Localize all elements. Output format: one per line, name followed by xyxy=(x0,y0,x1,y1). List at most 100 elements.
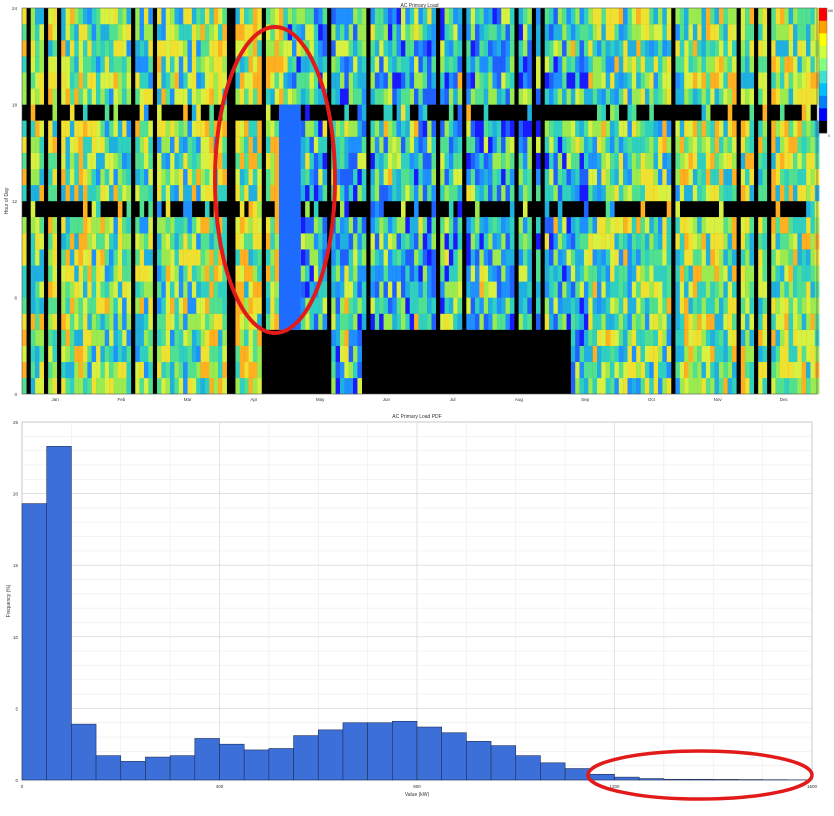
heatmap-cell xyxy=(127,40,132,56)
heatmap-cell xyxy=(549,314,554,330)
heatmap-cell xyxy=(235,153,240,169)
heatmap-cell xyxy=(641,56,646,72)
heatmap-cell xyxy=(22,40,27,56)
heatmap-cell xyxy=(610,330,615,346)
heatmap-cell xyxy=(305,24,310,40)
heatmap-cell xyxy=(527,137,532,153)
heatmap-cell xyxy=(475,217,480,233)
heatmap-cell xyxy=(157,265,162,281)
heatmap-cell xyxy=(218,56,223,72)
heatmap-cell xyxy=(453,314,458,330)
heatmap-cell xyxy=(710,249,715,265)
heatmap-cell xyxy=(614,346,619,362)
heatmap-cell xyxy=(763,24,768,40)
heatmap-cell xyxy=(593,56,598,72)
heatmap-cell xyxy=(466,121,471,137)
heatmap-cell xyxy=(83,153,88,169)
heatmap-cell xyxy=(623,298,628,314)
histogram-bar xyxy=(170,756,195,780)
heatmap-cell xyxy=(667,153,672,169)
heatmap-cell xyxy=(492,281,497,297)
heatmap-cell xyxy=(157,137,162,153)
heatmap-cell xyxy=(209,265,214,281)
heatmap-cell xyxy=(810,40,815,56)
heatmap-cell xyxy=(706,185,711,201)
heatmap-cell xyxy=(488,121,493,137)
heatmap-cell xyxy=(732,72,737,88)
heatmap-cell xyxy=(161,185,166,201)
heatmap-cell xyxy=(170,72,175,88)
heatmap-cell xyxy=(122,56,127,72)
heatmap-cell xyxy=(179,56,184,72)
heatmap-cell xyxy=(249,265,254,281)
heatmap-cell xyxy=(201,137,206,153)
heatmap-cell xyxy=(35,298,40,314)
heatmap-cell xyxy=(688,88,693,104)
heatmap-cell xyxy=(166,330,171,346)
heatmap-cell xyxy=(336,217,341,233)
heatmap-cell xyxy=(527,249,532,265)
heatmap-cell xyxy=(392,217,397,233)
heatmap-cell xyxy=(810,8,815,24)
heatmap-cell xyxy=(610,362,615,378)
heatmap-cell xyxy=(209,298,214,314)
heatmap-cell xyxy=(802,40,807,56)
heatmap-cell xyxy=(610,137,615,153)
heatmap-cell xyxy=(144,330,149,346)
heatmap-cell xyxy=(810,378,815,394)
heatmap-cell xyxy=(96,8,101,24)
heatmap-cell xyxy=(636,298,641,314)
heatmap-cell xyxy=(192,169,197,185)
heatmap-cell xyxy=(22,249,27,265)
heatmap-cell xyxy=(70,56,75,72)
heatmap-cell xyxy=(109,121,114,137)
heatmap-cell xyxy=(83,169,88,185)
heatmap-cell xyxy=(340,185,345,201)
heatmap-cell xyxy=(723,185,728,201)
heatmap-cell xyxy=(667,185,672,201)
heatmap-cell xyxy=(715,153,720,169)
heatmap-cell xyxy=(305,217,310,233)
heatmap-cell xyxy=(789,265,794,281)
heatmap-cell xyxy=(310,24,315,40)
heatmap-cell xyxy=(74,362,79,378)
heatmap-cell xyxy=(344,40,349,56)
heatmap-cell xyxy=(702,281,707,297)
heatmap-cell xyxy=(414,24,419,40)
heatmap-cell xyxy=(83,137,88,153)
heatmap-cell xyxy=(340,169,345,185)
heatmap-cell xyxy=(222,137,227,153)
heatmap-cell xyxy=(170,362,175,378)
heatmap-cell xyxy=(144,153,149,169)
heatmap-cell xyxy=(61,314,66,330)
heatmap-cell xyxy=(810,362,815,378)
heatmap-cell xyxy=(697,40,702,56)
heatmap-cell xyxy=(375,8,380,24)
heatmap-cell xyxy=(79,330,84,346)
heatmap-cell xyxy=(157,153,162,169)
heatmap-cell xyxy=(810,24,815,40)
heatmap-cell xyxy=(484,121,489,137)
heatmap-cell xyxy=(580,40,585,56)
heatmap-cell xyxy=(31,314,36,330)
heatmap-cell xyxy=(253,201,258,217)
heatmap-cell xyxy=(706,233,711,249)
heatmap-cell xyxy=(684,8,689,24)
heatmap-cell xyxy=(575,88,580,104)
heatmap-cell xyxy=(70,24,75,40)
heatmap-cell xyxy=(349,249,354,265)
heatmap-cell xyxy=(288,8,293,24)
heatmap-cell xyxy=(431,72,436,88)
heatmap-cell xyxy=(484,56,489,72)
heatmap-cell xyxy=(105,169,110,185)
heatmap-cell xyxy=(693,346,698,362)
heatmap-cell xyxy=(48,346,53,362)
heatmap-cell xyxy=(440,56,445,72)
heatmap-cell xyxy=(401,233,406,249)
histogram-bar xyxy=(71,724,96,780)
heatmap-cell xyxy=(249,121,254,137)
heatmap-cell xyxy=(771,8,776,24)
heatmap-cell xyxy=(235,137,240,153)
heatmap-cell xyxy=(710,153,715,169)
heatmap-cell xyxy=(305,249,310,265)
